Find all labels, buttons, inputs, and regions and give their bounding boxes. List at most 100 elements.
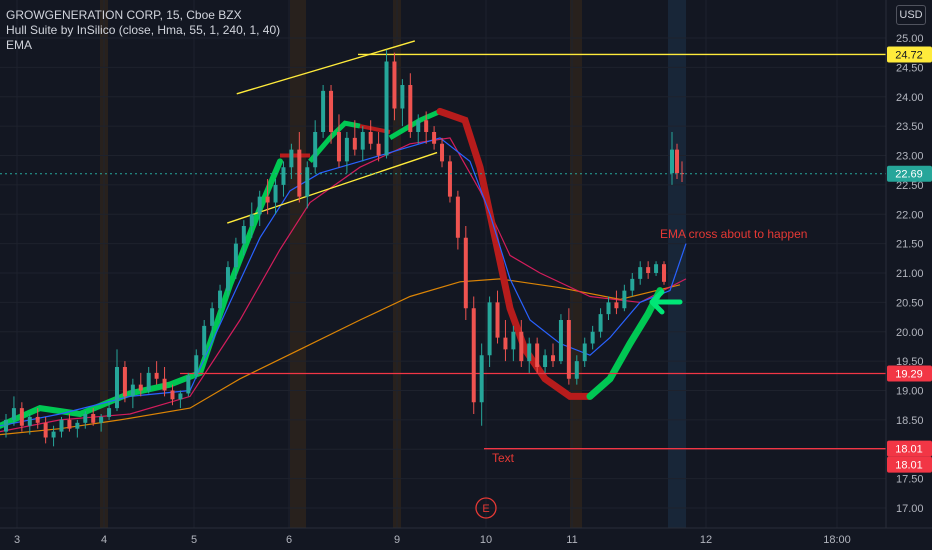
candle-body: [202, 325, 207, 356]
symbol-title[interactable]: GROWGENERATION CORP, 15, Cboe BZX: [6, 8, 242, 22]
channel-trendline[interactable]: [236, 40, 415, 95]
price-label-tag: [887, 46, 932, 63]
time-axis-tick: 11: [566, 534, 577, 546]
candle-body: [463, 237, 468, 309]
candle-body: [551, 355, 556, 362]
candle-body: [344, 137, 349, 162]
price-axis-tick: 25.00: [896, 33, 924, 45]
candle-body: [178, 393, 183, 400]
session-band: [290, 0, 306, 528]
candle-body: [170, 390, 175, 400]
price-label-tag: [887, 165, 932, 182]
time-axis-tick: 4: [101, 534, 107, 546]
candle-body: [511, 331, 516, 350]
candle-body: [83, 414, 88, 423]
candle-body: [4, 419, 8, 432]
earnings-marker-circle[interactable]: [475, 497, 497, 519]
candle-body: [321, 90, 326, 132]
price-axis-tick: 17.00: [896, 503, 924, 515]
candle-body: [305, 167, 310, 197]
time-axis-tick: 9: [394, 534, 400, 546]
candle-body: [146, 372, 151, 391]
price-label-tag: [887, 456, 932, 473]
candle-body: [67, 419, 72, 429]
ema-fast-line: [0, 137, 687, 427]
candle-body: [27, 416, 32, 426]
candle-body: [194, 355, 199, 376]
candle-body: [241, 226, 246, 244]
candle-body: [416, 120, 421, 132]
candle-body: [352, 137, 357, 150]
candle-body: [622, 290, 627, 309]
candle-body: [122, 367, 127, 397]
candle-body: [91, 414, 96, 423]
candle-body: [19, 408, 24, 426]
candle-body: [273, 184, 278, 203]
price-axis-tick: 19.00: [896, 386, 924, 398]
candle-body: [630, 278, 635, 291]
price-label-tag: [887, 365, 932, 382]
candle-body: [558, 320, 563, 362]
candle-body: [606, 302, 611, 315]
candle-body: [582, 343, 587, 362]
candle-body: [614, 302, 619, 309]
candle-body: [440, 143, 445, 162]
candle-body: [495, 302, 500, 338]
candle-body: [598, 314, 603, 332]
candle-body: [574, 361, 579, 379]
hull-suite-indicator-label[interactable]: Hull Suite by InSilico (close, Hma, 55, …: [6, 23, 281, 37]
ema-indicator-label[interactable]: EMA: [6, 38, 33, 52]
candle-body: [186, 375, 191, 394]
currency-button[interactable]: USD: [896, 5, 926, 25]
candle-body: [107, 408, 112, 417]
candle-body: [265, 196, 270, 203]
candle-body: [75, 422, 80, 429]
candle-body: [225, 267, 230, 291]
candle-body: [59, 419, 64, 432]
price-axis-tick: 20.00: [896, 327, 924, 339]
time-axis-tick: 3: [14, 534, 20, 546]
candle-body: [487, 302, 492, 356]
candle-body: [455, 196, 460, 238]
candle-body: [590, 331, 595, 344]
candle-body: [249, 214, 254, 226]
time-axis-tick: 6: [286, 534, 292, 546]
hull-band-up: [388, 109, 442, 141]
ema-slow-line: [0, 278, 681, 436]
candle-body: [392, 61, 397, 109]
text-annotation[interactable]: Text: [492, 451, 515, 465]
candle-body: [535, 343, 540, 367]
price-axis-tick: 22.00: [896, 209, 924, 221]
earnings-marker-label: E: [482, 503, 489, 515]
price-axis-tick: 24.50: [896, 62, 924, 74]
channel-trendline[interactable]: [227, 151, 438, 224]
ema-cross-annotation[interactable]: EMA cross about to happen: [660, 227, 807, 241]
candle-body: [503, 337, 508, 350]
candle-body: [336, 132, 341, 162]
candle-body: [360, 132, 365, 150]
candle-body: [233, 243, 238, 268]
time-axis-tick: 10: [480, 534, 492, 546]
candle-body: [289, 149, 294, 168]
hull-band-up: [0, 158, 283, 429]
candle-body: [662, 264, 666, 282]
candle-body: [471, 308, 476, 403]
candle-body: [43, 422, 48, 438]
price-axis-tick: 21.00: [896, 268, 924, 280]
candle-body: [566, 320, 571, 379]
candle-body: [257, 196, 262, 215]
chart-legend: GROWGENERATION CORP, 15, Cboe BZX Hull S…: [6, 8, 280, 53]
candle-body: [527, 343, 532, 362]
candle-body: [646, 267, 651, 273]
candle-body: [162, 378, 167, 391]
hull-band-up: [586, 287, 664, 400]
price-label-text: 18.01: [895, 444, 923, 456]
price-axis-tick: 20.50: [896, 297, 924, 309]
candle-body: [670, 149, 674, 174]
candle-body: [99, 416, 104, 423]
candle-body: [400, 85, 405, 109]
candle-body: [210, 308, 215, 326]
candle-body: [35, 416, 40, 423]
price-axis-tick: 22.50: [896, 180, 924, 192]
